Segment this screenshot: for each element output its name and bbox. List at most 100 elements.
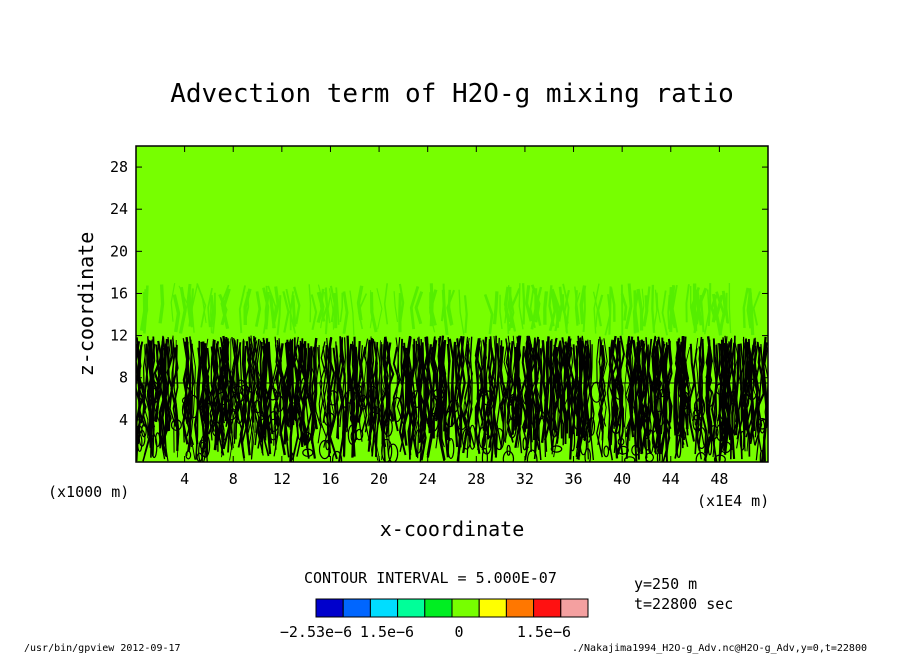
contour-blob: [447, 438, 455, 460]
contour-blob: [391, 396, 403, 423]
contour-blob: [257, 414, 266, 440]
contour-line: [629, 339, 637, 431]
band-streak: [640, 288, 645, 323]
band-streak: [651, 284, 656, 333]
contour-blob: [327, 390, 339, 406]
band-streak: [376, 288, 383, 330]
contour-blob: [643, 437, 651, 451]
band-streak: [574, 286, 580, 325]
contour-blob: [148, 381, 160, 400]
contour-line: [304, 343, 313, 459]
contour-line: [405, 335, 415, 451]
band-streak: [293, 286, 301, 325]
colorbar: [315, 598, 589, 618]
contour-blob: [431, 395, 440, 420]
contour-blob: [275, 395, 285, 412]
band-streak: [342, 291, 349, 334]
band-streak: [308, 284, 312, 323]
band-streak: [324, 287, 329, 335]
contour-blob: [579, 434, 588, 456]
contour-blob: [588, 417, 596, 436]
band-streak: [349, 290, 355, 336]
contour-blob: [230, 393, 241, 411]
contour-blob: [507, 381, 516, 406]
contour-blob: [551, 426, 557, 438]
x-axis-label: x-coordinate: [380, 517, 525, 541]
contour-line: [428, 347, 436, 422]
band-streak: [748, 288, 753, 326]
contour-blob: [739, 430, 746, 451]
x-axis-ticks: 4 8 12 16 20 24 28 32 36 40 44 48: [180, 146, 728, 488]
contour-blob: [709, 425, 719, 440]
contour-blob: [707, 436, 713, 456]
contour-line: [611, 335, 621, 427]
band-streak: [728, 283, 732, 334]
contour-blob: [654, 410, 665, 427]
band-streak: [282, 291, 290, 333]
contour-line: [547, 338, 554, 445]
contour-line: [186, 341, 193, 448]
contour-blob: [383, 417, 393, 437]
contour-blob: [617, 437, 625, 446]
contour-line: [531, 337, 539, 441]
contour-blob: [267, 387, 278, 401]
contour-line: [235, 339, 240, 440]
band-streak: [508, 286, 514, 329]
contour-line: [256, 340, 264, 456]
contour-blob: [506, 444, 511, 456]
band-streak: [530, 288, 538, 330]
contour-line: [533, 336, 540, 453]
contour-line: [730, 342, 737, 459]
band-streak: [752, 291, 761, 326]
contour-blob: [411, 390, 423, 409]
contour-blob: [695, 417, 702, 432]
band-streak: [667, 294, 671, 330]
colorbar-label: −2.53e−6: [280, 623, 352, 641]
contour-blob: [259, 418, 270, 431]
contour-blob: [590, 381, 603, 403]
contour-blob: [611, 421, 621, 435]
contour-blob: [502, 450, 515, 462]
contour-line: [492, 343, 501, 458]
band-streak: [327, 294, 332, 324]
colorbar-swatch: [424, 598, 453, 618]
contour-line: [170, 347, 180, 452]
contour-line: [247, 338, 255, 448]
contour-line: [190, 343, 196, 460]
plot-frame: [135, 145, 769, 463]
contour-line: [443, 343, 451, 442]
colorbar-swatch: [560, 598, 589, 618]
contour-line: [577, 340, 583, 453]
x-tick-label: 12: [273, 470, 291, 488]
contour-line: [431, 340, 440, 449]
contour-blob: [573, 411, 581, 430]
y-tick-label: 4: [119, 411, 128, 429]
band-streak: [620, 293, 628, 321]
contour-line: [749, 344, 755, 440]
x-tick-label: 48: [710, 470, 728, 488]
contour-line: [551, 337, 560, 424]
contour-line: [328, 347, 338, 460]
contour-line: [374, 342, 380, 457]
contour-line: [755, 346, 765, 426]
contour-line: [392, 346, 401, 432]
contour-blob: [297, 416, 303, 441]
band-streak: [499, 294, 503, 329]
contour-line: [212, 339, 220, 446]
contour-blob: [216, 391, 229, 406]
contour-line: [499, 345, 505, 427]
contour-line: [352, 344, 359, 429]
contour-line: [712, 344, 719, 462]
contour-line: [661, 341, 667, 446]
band-streak: [703, 289, 710, 335]
band-streak: [356, 285, 364, 321]
band-streak: [504, 285, 510, 324]
band-streak: [463, 295, 468, 334]
band-streak: [310, 294, 318, 331]
band-streak: [548, 285, 555, 327]
contour-blob: [154, 432, 161, 448]
band-streak: [429, 292, 436, 333]
contour-blob: [522, 437, 527, 451]
contour-line: [278, 343, 288, 456]
band-streak: [636, 288, 644, 331]
